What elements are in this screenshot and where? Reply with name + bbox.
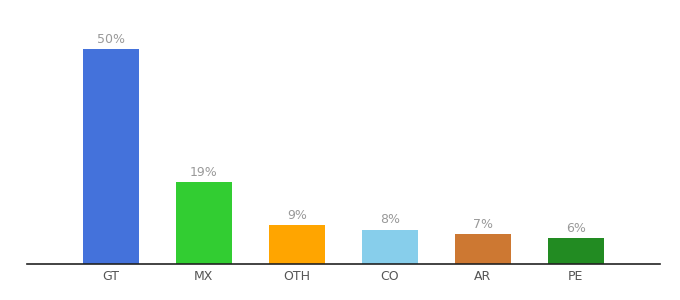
Bar [83,49,139,264]
Bar [176,182,232,264]
Bar [362,230,418,264]
Bar [455,234,511,264]
Text: 19%: 19% [190,166,218,179]
Text: 6%: 6% [566,222,586,235]
Bar [548,238,604,264]
Text: 7%: 7% [473,218,493,230]
Text: 8%: 8% [380,213,400,226]
Bar [269,225,325,264]
Text: 50%: 50% [97,33,125,46]
Text: 9%: 9% [287,209,307,222]
